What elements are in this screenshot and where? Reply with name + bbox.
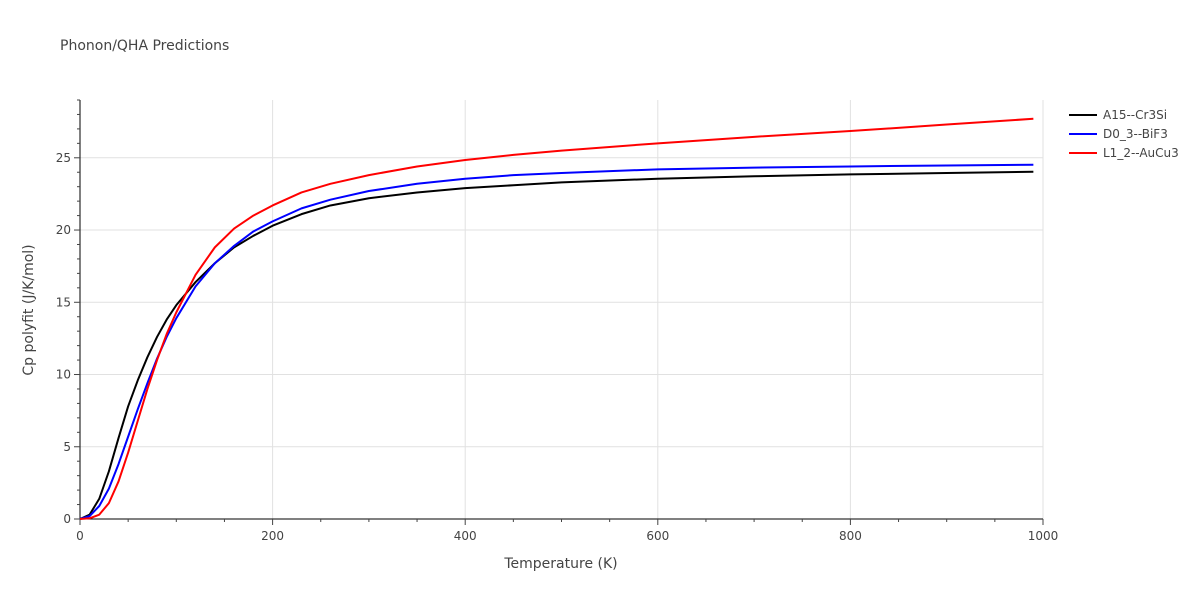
- grid: [80, 100, 1044, 519]
- y-tick-label: 25: [56, 151, 71, 165]
- y-axis-title: Cp polyfit (J/K/mol): [21, 244, 37, 375]
- x-tick-label: 0: [76, 529, 84, 543]
- x-tick-label: 600: [646, 529, 669, 543]
- legend[interactable]: A15--Cr3Si D0_3--BiF3 L1_2--AuCu3: [1069, 108, 1179, 160]
- y-tick-label: 5: [63, 440, 71, 454]
- y-tick-label: 20: [56, 223, 71, 237]
- x-tick-label: 800: [839, 529, 862, 543]
- x-tick-label: 1000: [1028, 529, 1059, 543]
- legend-item-1[interactable]: A15--Cr3Si: [1069, 108, 1167, 122]
- x-tick-label: 400: [454, 529, 477, 543]
- x-tick-label: 200: [261, 529, 284, 543]
- legend-label: A15--Cr3Si: [1103, 108, 1167, 122]
- y-tick-label: 0: [63, 512, 71, 526]
- legend-item-2[interactable]: D0_3--BiF3: [1069, 127, 1168, 141]
- legend-label: L1_2--AuCu3: [1103, 146, 1179, 160]
- axes: 0 200 400 600 800 1000 0 5 10 15 20 25: [56, 99, 1059, 543]
- x-axis-title: Temperature (K): [503, 556, 617, 572]
- series-line-3: [79, 117, 1034, 520]
- chart-title: Phonon/QHA Predictions: [60, 38, 229, 54]
- legend-item-3[interactable]: L1_2--AuCu3: [1069, 146, 1179, 160]
- series-lines: [79, 117, 1034, 520]
- y-tick-label: 15: [56, 295, 71, 309]
- legend-label: D0_3--BiF3: [1103, 127, 1168, 141]
- series-line-1: [79, 170, 1034, 520]
- y-tick-label: 10: [56, 368, 71, 382]
- series-line-2: [79, 163, 1034, 520]
